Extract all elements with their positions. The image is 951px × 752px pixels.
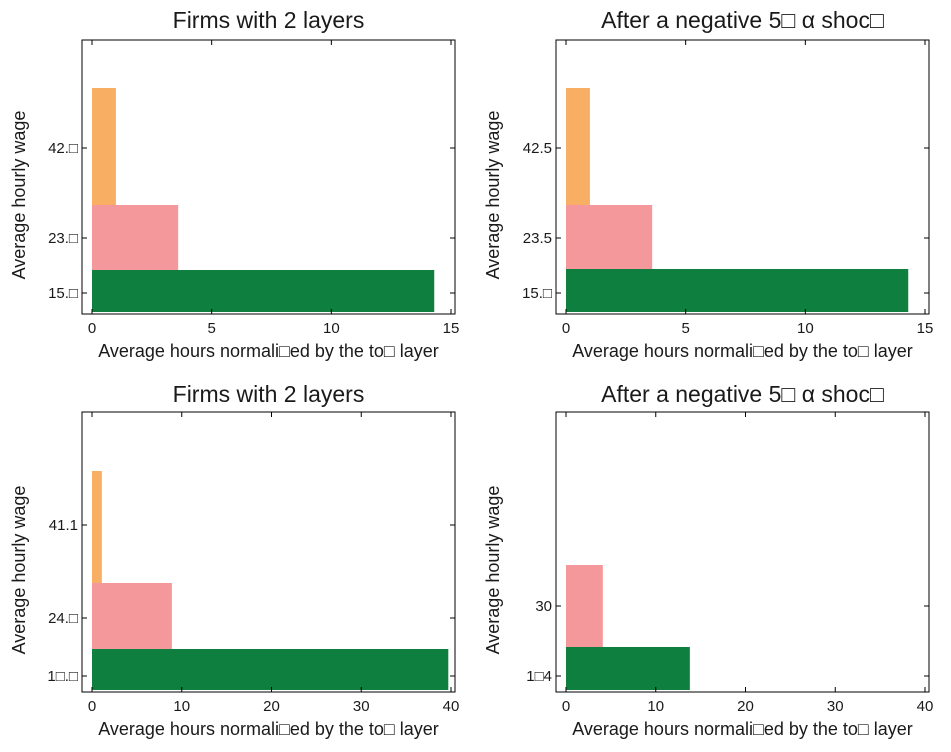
x-tick-label: 0: [88, 320, 96, 337]
x-tick-label: 0: [88, 698, 96, 715]
x-tick-label: 10: [173, 698, 190, 715]
y-tick-label: 41.1: [49, 517, 78, 534]
x-tick-label: 15: [917, 320, 934, 337]
x-tick-label: 20: [737, 698, 754, 715]
y-tick-label: 15.□: [522, 285, 552, 302]
y-tick-label: 23.5: [523, 230, 552, 247]
x-axis-label: Average hours normali□ed by the to□ laye…: [572, 719, 913, 739]
plot-frame: [555, 39, 930, 315]
x-tick-label: 10: [323, 320, 340, 337]
x-tick-label: 0: [562, 698, 570, 715]
bar-layer-1: [566, 269, 909, 312]
x-tick-label: 5: [681, 320, 689, 337]
x-tick-label: 5: [207, 320, 215, 337]
plot-frame: [81, 411, 456, 693]
y-tick-label: 15.□: [48, 285, 78, 302]
chart-title: Firms with 2 layers: [173, 7, 365, 33]
chart-title: After a negative 5□ α shoc□: [601, 381, 884, 407]
plot-frame: [555, 411, 930, 693]
x-tick-label: 10: [797, 320, 814, 337]
bar-layer-1: [92, 270, 435, 312]
y-tick-label: 24.□: [48, 610, 78, 627]
y-axis-label: Average hourly wage: [483, 111, 503, 280]
x-axis-label: Average hours normali□ed by the to□ laye…: [572, 341, 913, 361]
x-axis-label: Average hours normali□ed by the to□ laye…: [98, 719, 439, 739]
bar-layer-2: [92, 583, 172, 649]
x-axis-label: Average hours normali□ed by the to□ laye…: [98, 341, 439, 361]
plot-frame: [81, 39, 456, 315]
bar-layer-3: [566, 88, 590, 205]
chart-title: Firms with 2 layers: [173, 381, 365, 407]
x-tick-label: 20: [263, 698, 280, 715]
y-tick-label: 42.□: [48, 140, 78, 157]
bar-layer-3: [92, 471, 102, 583]
y-axis-label: Average hourly wage: [483, 486, 503, 655]
x-tick-label: 30: [353, 698, 370, 715]
bar-layer-1: [566, 647, 690, 690]
x-tick-label: 15: [443, 320, 460, 337]
x-tick-label: 10: [647, 698, 664, 715]
bar-layer-3: [92, 88, 116, 205]
y-tick-label: 42.5: [523, 140, 552, 157]
x-tick-label: 40: [443, 698, 460, 715]
bar-layer-1: [92, 649, 449, 690]
bar-layer-2: [566, 565, 603, 647]
y-tick-label: 30: [535, 598, 552, 615]
y-axis-label: Average hourly wage: [9, 486, 29, 655]
y-axis-label: Average hourly wage: [9, 111, 29, 280]
x-tick-label: 40: [917, 698, 934, 715]
x-tick-label: 30: [827, 698, 844, 715]
x-tick-label: 0: [562, 320, 570, 337]
chart-title: After a negative 5□ α shoc□: [601, 7, 884, 33]
y-tick-label: 1□4: [526, 668, 552, 685]
bar-layer-2: [566, 205, 653, 269]
y-tick-label: 1□.□: [47, 668, 78, 685]
bar-layer-2: [92, 205, 179, 270]
y-tick-label: 23.□: [48, 230, 78, 247]
